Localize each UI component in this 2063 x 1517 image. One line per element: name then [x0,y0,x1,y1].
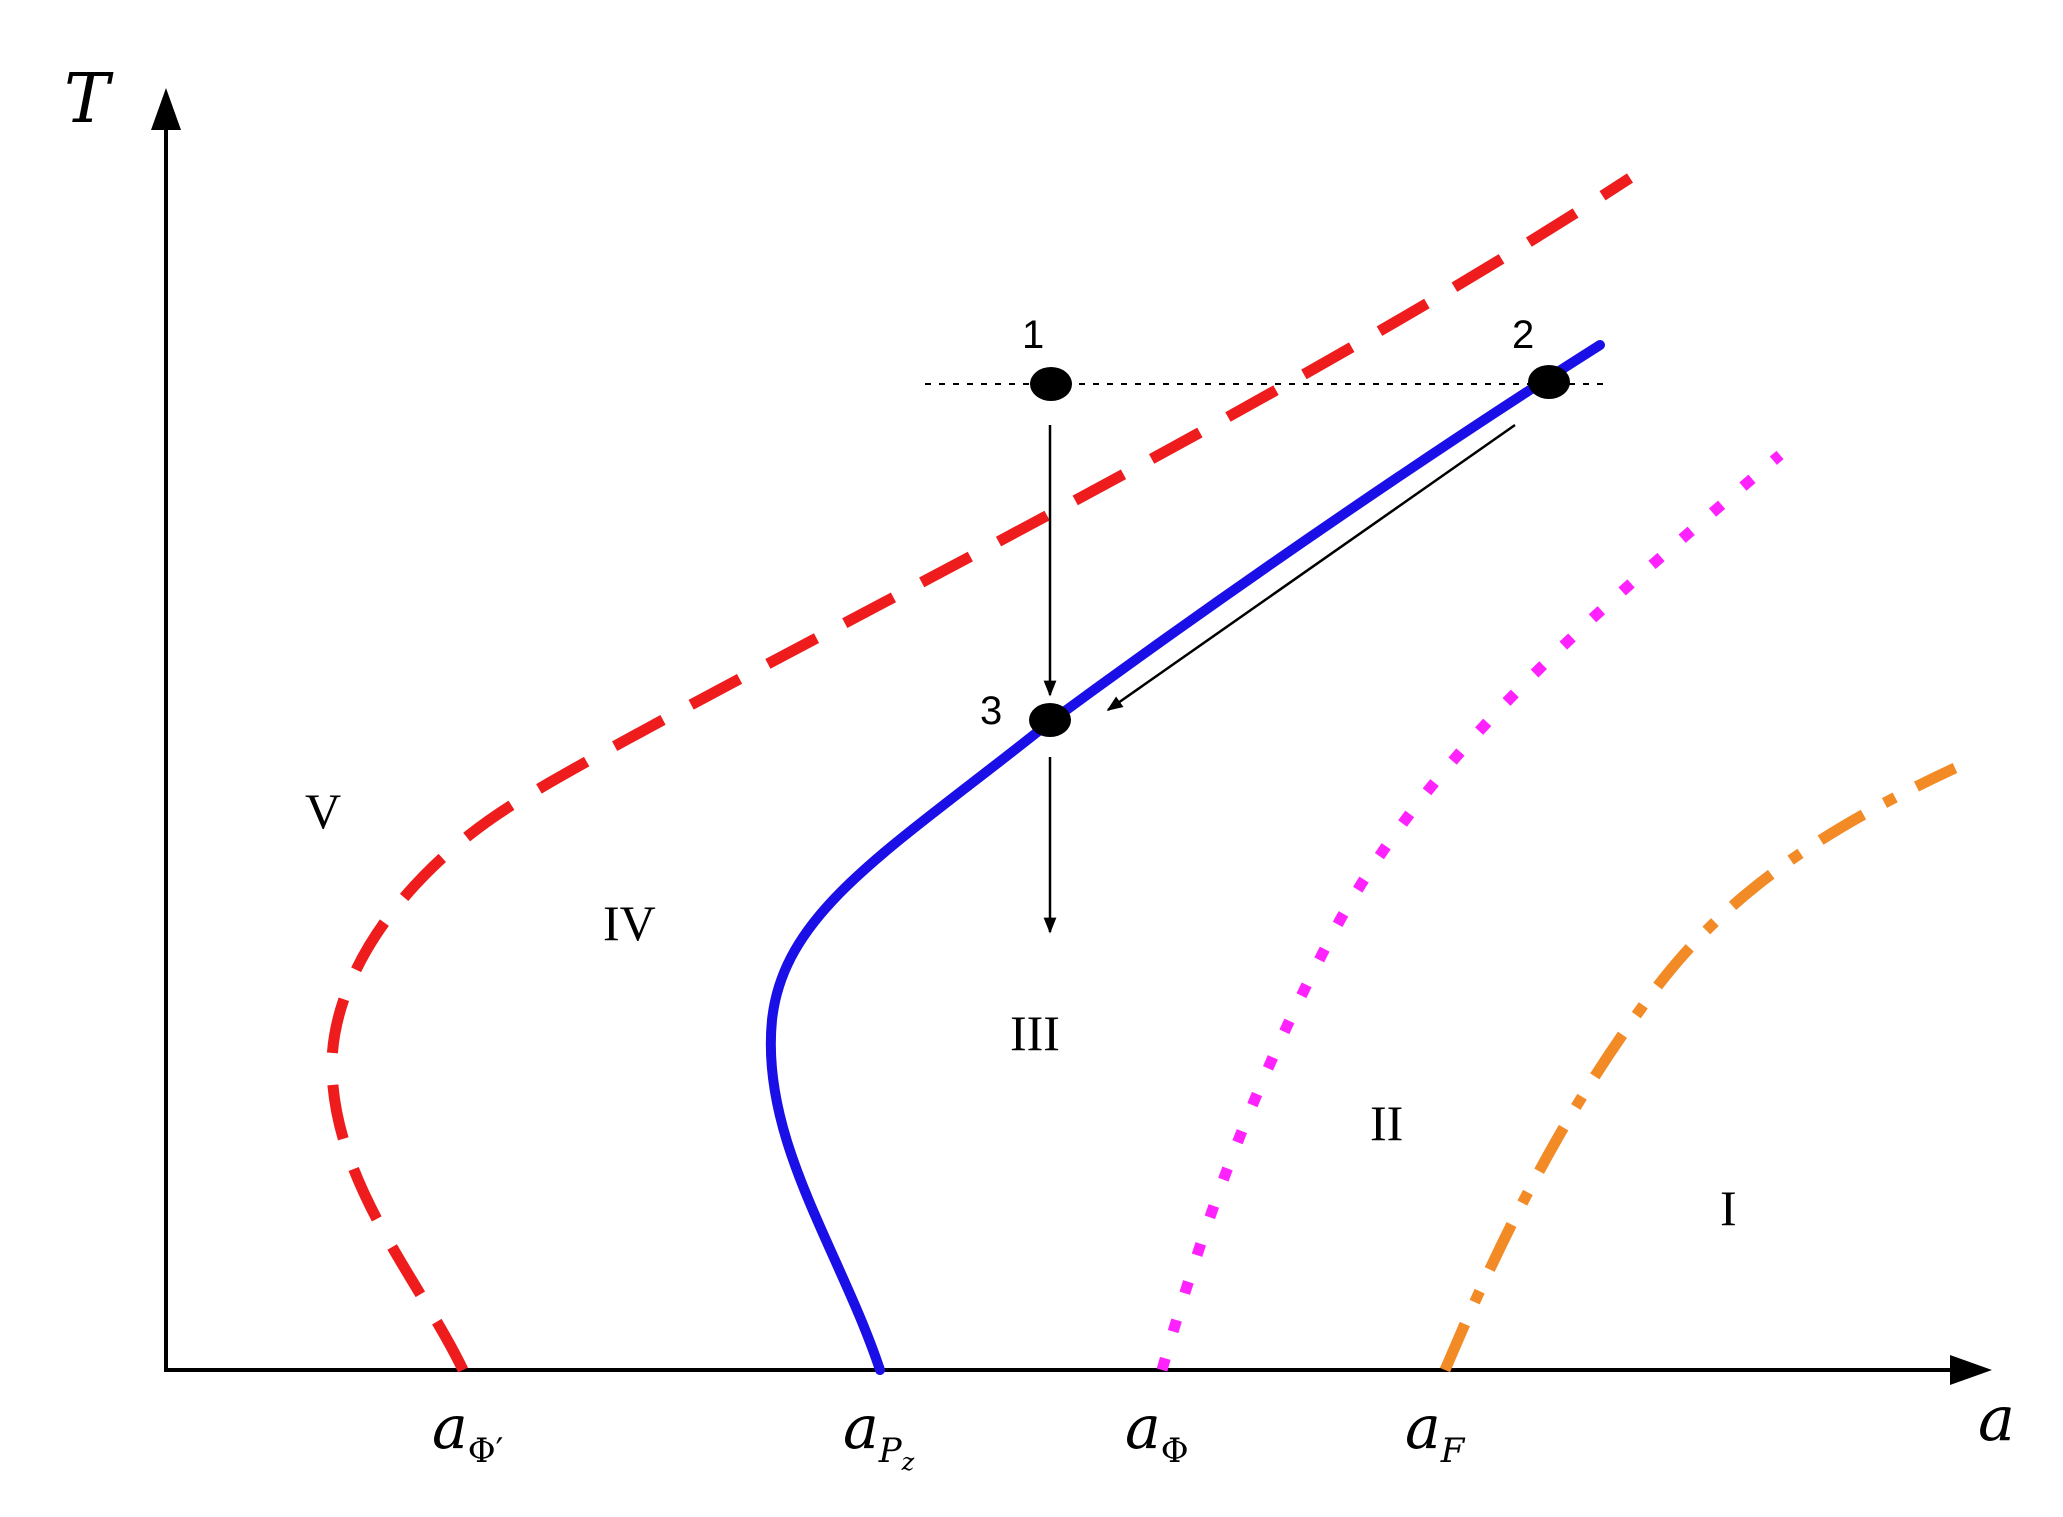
boundary-curve-orange-dashdot [1439,763,1958,1373]
x-tick-a-f: aF [1405,1393,1466,1471]
point-3 [1029,703,1071,737]
boundary-curve-red-dashed [326,173,1634,1373]
boundary-curve-blue-solid [765,340,1605,1375]
x-tick-a-phi: aΦ [1125,1393,1189,1471]
y-axis-label: T [64,60,114,139]
region-label-v: V [305,783,341,839]
region-label-iii: III [1010,1005,1060,1061]
x-tick-a-phi-prime: aΦ′ [432,1393,503,1471]
y-axis-arrowhead [151,88,181,130]
point-3-label: 3 [980,689,1002,733]
region-label-i: I [1720,1180,1737,1236]
point-2-label: 2 [1512,313,1534,357]
point-2 [1528,365,1570,399]
point-1 [1030,367,1072,401]
region-label-ii: II [1370,1095,1403,1151]
boundary-curve-magenta-dotted [1156,450,1784,1372]
x-axis-label: a [1978,1382,2015,1455]
point-1-label: 1 [1022,313,1044,357]
arrow-2-to-3 [1106,423,1516,712]
x-tick-a-pz: aPz [843,1393,915,1476]
x-axis-arrowhead [1950,1355,1992,1385]
region-label-iv: IV [603,895,656,951]
